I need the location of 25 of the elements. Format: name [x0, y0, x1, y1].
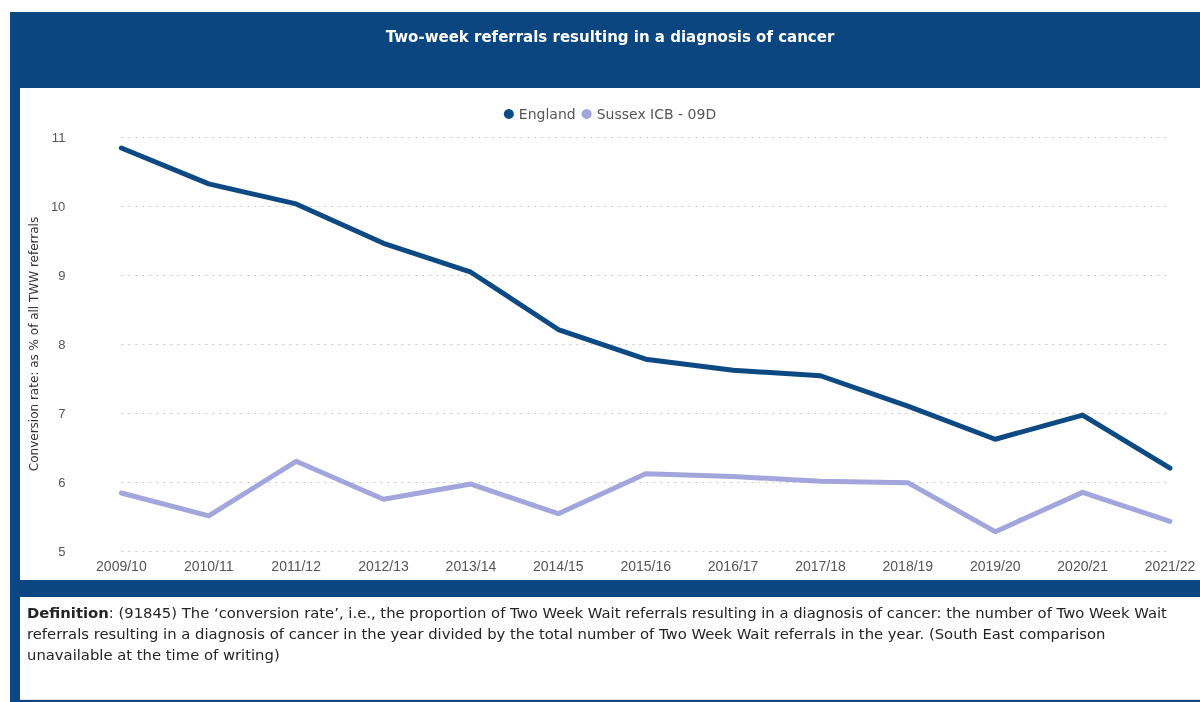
- x-tick-label: 2017/18: [795, 558, 846, 574]
- x-tick-label: 2014/15: [532, 558, 584, 574]
- text: Definition: (91845) The ‘conversion rate’, i.e., the proportion of Two Week Wait referrals resulting in a diagnosis of cancer: the number of Two Week Wait referrals resulting in a diagnosis of cancer in the year divided by the total number of Two Week Wait referrals in the year. (South East comparison unavailable at the time of writing): [27, 603, 1168, 665]
- x-tick-label: 2020/21: [1057, 558, 1109, 574]
- x-tick-label: 2019/20: [969, 558, 1021, 574]
- y-tick-label: 5: [58, 543, 66, 559]
- y-tick-label: 10: [50, 198, 66, 214]
- legend-label: England: [518, 106, 576, 122]
- x-tick-label: 2016/17: [707, 558, 759, 574]
- y-tick-label: 6: [58, 474, 66, 490]
- x-tick-label: 2013/14: [445, 558, 497, 574]
- x-tick-label: 2018/19: [882, 558, 934, 574]
- y-tick-label: 8: [58, 336, 66, 352]
- x-tick-label: 2012/13: [358, 558, 410, 574]
- x-tick-label: 2009/10: [96, 558, 147, 574]
- chart-title: Two-week referrals resulting in a diagnosis of cancer: [384, 28, 836, 46]
- x-tick-label: 2011/12: [271, 558, 322, 574]
- y-tick-label: 9: [58, 267, 66, 283]
- x-tick-label: 2010/11: [183, 558, 234, 574]
- y-tick-label: 7: [58, 405, 66, 421]
- legend-label: Sussex ICB - 09D: [596, 106, 717, 122]
- x-tick-label: 2015/16: [620, 558, 672, 574]
- y-tick-label: 11: [51, 129, 66, 145]
- y-axis-title: Conversion rate: as % of all TWW referrals: [27, 216, 41, 472]
- x-tick-label: 2021/22: [1144, 558, 1196, 574]
